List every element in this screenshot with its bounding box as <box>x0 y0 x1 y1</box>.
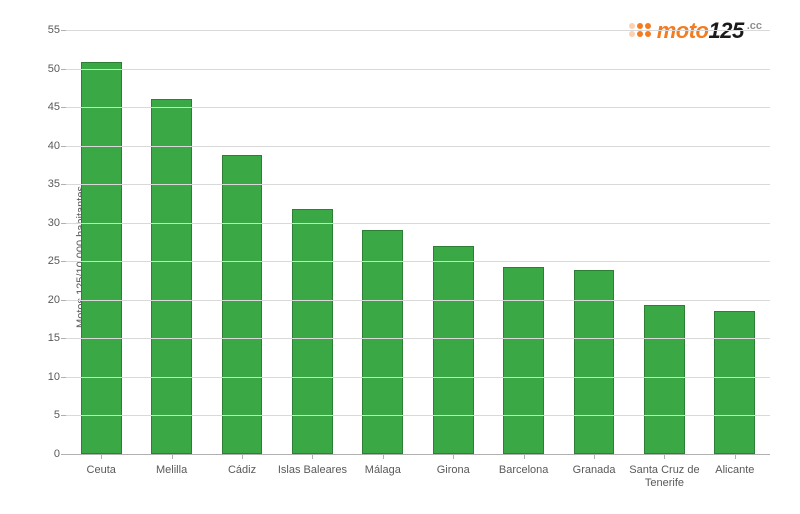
ytick-label: 25 <box>48 255 60 267</box>
ytick-label: 0 <box>54 448 60 460</box>
bar <box>292 209 333 454</box>
grid-line <box>66 146 770 147</box>
grid-line <box>66 415 770 416</box>
ytick-mark <box>61 223 66 224</box>
bar <box>644 305 685 454</box>
grid-line <box>66 377 770 378</box>
bar-slot: Granada <box>559 30 629 454</box>
ytick-label: 45 <box>48 101 60 113</box>
ytick-mark <box>61 377 66 378</box>
ytick-label: 50 <box>48 63 60 75</box>
ytick-mark <box>61 69 66 70</box>
bar-slot: Málaga <box>348 30 418 454</box>
bar <box>222 155 263 454</box>
ytick-label: 5 <box>54 409 60 421</box>
bar <box>362 230 403 454</box>
grid-line <box>66 107 770 108</box>
grid-line <box>66 69 770 70</box>
xtick-label: Alicante <box>690 464 780 477</box>
x-axis-line <box>66 454 770 455</box>
grid-line <box>66 338 770 339</box>
bar-slot: Melilla <box>136 30 206 454</box>
ytick-label: 35 <box>48 178 60 190</box>
ytick-mark <box>61 30 66 31</box>
bar-slot: Girona <box>418 30 488 454</box>
ytick-mark <box>61 338 66 339</box>
grid-line <box>66 30 770 31</box>
bar-slot: Alicante <box>700 30 770 454</box>
ytick-label: 20 <box>48 294 60 306</box>
ytick-mark <box>61 146 66 147</box>
ytick-mark <box>61 300 66 301</box>
grid-line <box>66 300 770 301</box>
bar <box>433 246 474 454</box>
ytick-mark <box>61 107 66 108</box>
ytick-label: 30 <box>48 217 60 229</box>
chart-container: moto125 .cc Motos 125/10.000 habitantes … <box>0 0 800 514</box>
bar-slot: Santa Cruz de Tenerife <box>629 30 699 454</box>
ytick-mark <box>61 415 66 416</box>
grid-line <box>66 223 770 224</box>
grid-line <box>66 184 770 185</box>
ytick-label: 10 <box>48 371 60 383</box>
bar-slot: Ceuta <box>66 30 136 454</box>
bar <box>714 311 755 454</box>
bar <box>574 270 615 454</box>
bar-slot: Cádiz <box>207 30 277 454</box>
ytick-label: 55 <box>48 24 60 36</box>
ytick-mark <box>61 261 66 262</box>
grid-line <box>66 261 770 262</box>
bar-slot: Barcelona <box>488 30 558 454</box>
ytick-label: 40 <box>48 140 60 152</box>
plot-area: CeutaMelillaCádizIslas BalearesMálagaGir… <box>66 30 770 454</box>
bars-group: CeutaMelillaCádizIslas BalearesMálagaGir… <box>66 30 770 454</box>
bar <box>503 267 544 454</box>
bar-slot: Islas Baleares <box>277 30 347 454</box>
bar <box>81 62 122 454</box>
ytick-mark <box>61 184 66 185</box>
ytick-label: 15 <box>48 332 60 344</box>
bar <box>151 99 192 454</box>
